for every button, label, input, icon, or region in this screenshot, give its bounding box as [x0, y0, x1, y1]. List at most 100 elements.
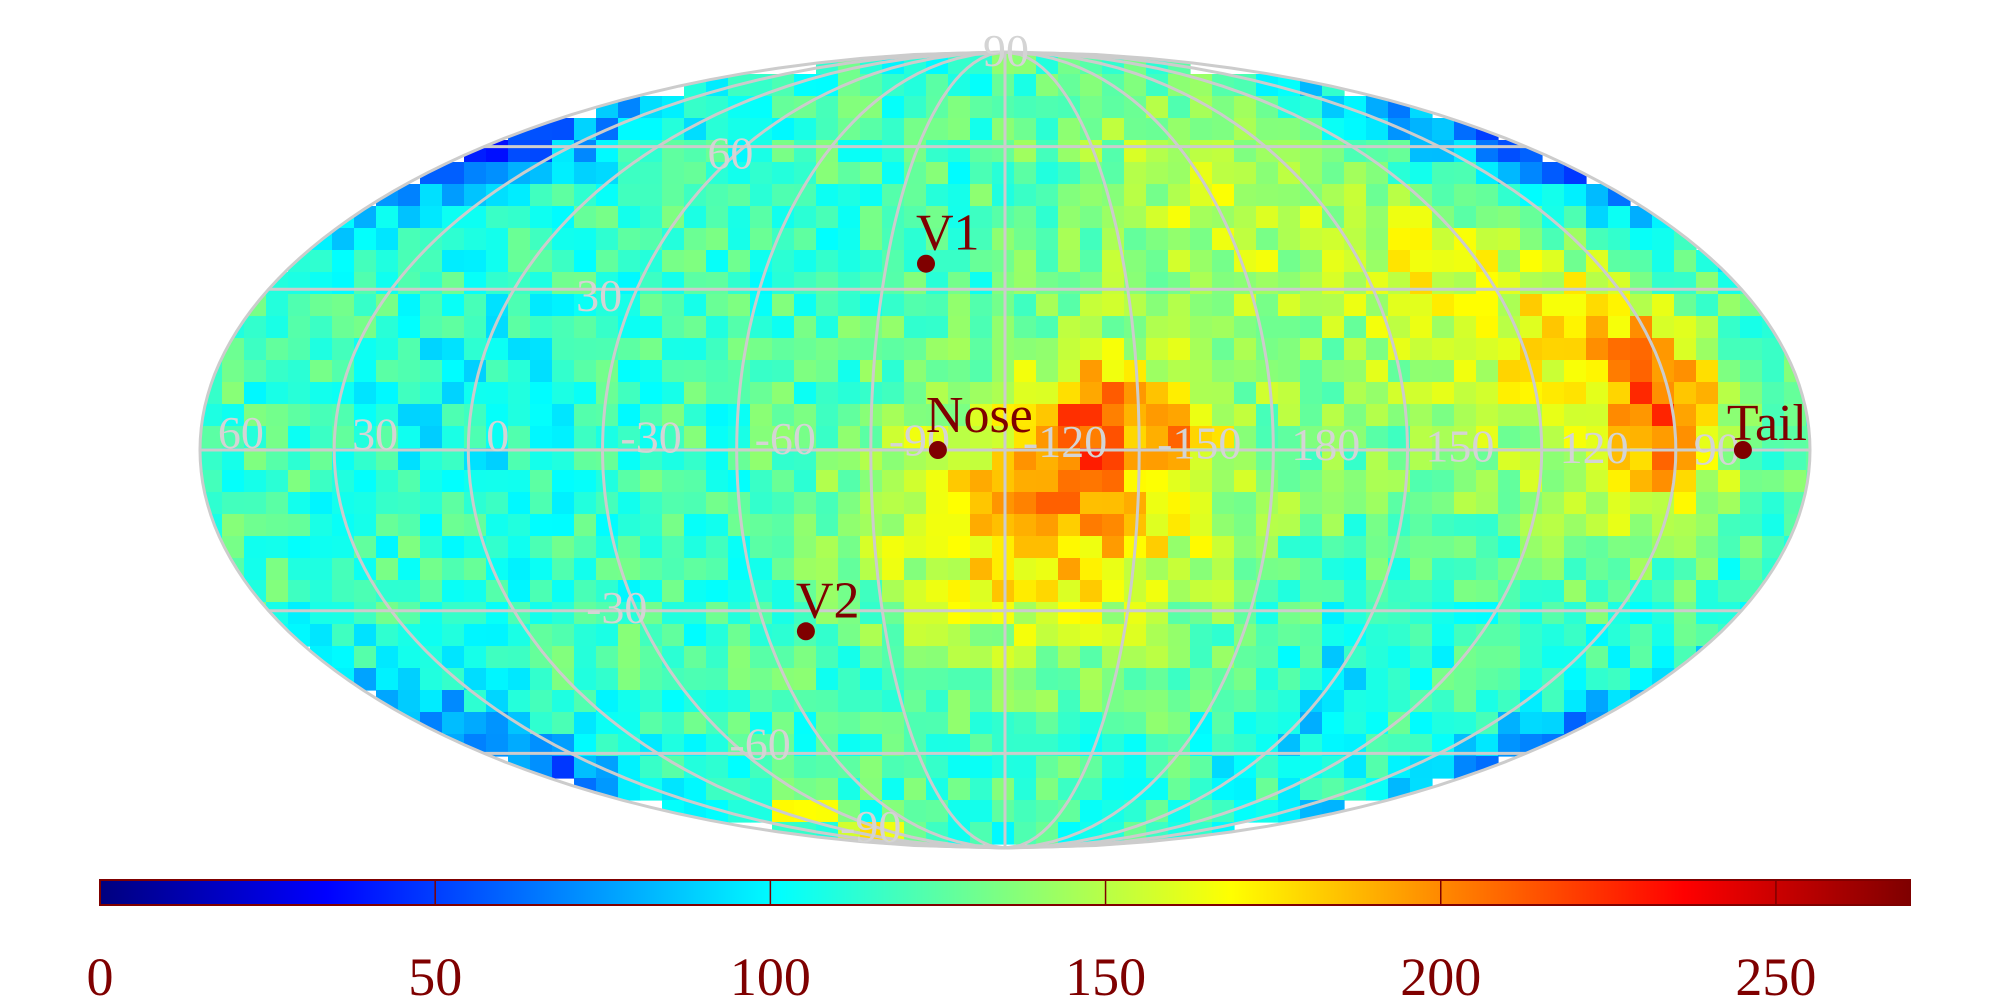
heat-cell	[1168, 162, 1191, 185]
heat-cell	[1212, 118, 1235, 141]
heat-cell	[706, 426, 729, 449]
heat-cell	[1608, 536, 1631, 559]
heat-cell	[838, 558, 861, 581]
heat-cell	[970, 492, 993, 515]
heat-cell	[662, 250, 685, 273]
heat-cell	[838, 492, 861, 515]
heat-cell	[640, 206, 663, 229]
heat-cell	[1432, 294, 1455, 317]
heat-cell	[772, 470, 795, 493]
heat-cell	[860, 734, 883, 757]
heat-cell	[1168, 426, 1191, 449]
heat-cell	[1630, 272, 1653, 295]
heat-cell	[750, 360, 773, 383]
heat-cell	[970, 228, 993, 251]
heat-cell	[618, 162, 641, 185]
heat-cell	[288, 470, 311, 493]
longitude-label: 180	[1291, 419, 1360, 470]
heat-cell	[1344, 624, 1367, 647]
heat-cell	[420, 404, 443, 427]
heat-cell	[1410, 470, 1433, 493]
heat-cell	[1454, 734, 1477, 757]
heat-cell	[354, 492, 377, 515]
heat-cell	[816, 184, 839, 207]
heat-cell	[1564, 514, 1587, 537]
heat-cell	[860, 272, 883, 295]
heat-cell	[1256, 294, 1279, 317]
heat-cell	[596, 404, 619, 427]
heat-cell	[728, 668, 751, 691]
heat-cell	[1124, 668, 1147, 691]
heat-cell	[684, 778, 707, 801]
heat-cell	[1498, 536, 1521, 559]
heat-cell	[706, 118, 729, 141]
heat-cell	[860, 206, 883, 229]
heat-cell	[1300, 426, 1323, 449]
heat-cell	[1322, 338, 1345, 361]
heat-cell	[948, 272, 971, 295]
heat-cell	[904, 690, 927, 713]
heat-cell	[662, 646, 685, 669]
heat-cell	[1036, 580, 1059, 603]
heat-cell	[794, 756, 817, 779]
heat-cell	[992, 646, 1015, 669]
heat-cell	[420, 426, 443, 449]
heat-cell	[794, 426, 817, 449]
heat-cell	[574, 228, 597, 251]
heat-cell	[1564, 338, 1587, 361]
heat-cell	[1190, 404, 1213, 427]
heat-cell	[1300, 602, 1323, 625]
meridian-line	[600, 50, 1006, 850]
heat-cell	[1146, 294, 1169, 317]
heat-cell	[332, 294, 355, 317]
heat-cell	[1102, 712, 1125, 735]
heat-cell	[750, 492, 773, 515]
heat-cell	[1718, 514, 1741, 537]
heat-cell	[266, 382, 289, 405]
heat-cell	[1696, 272, 1719, 295]
heat-cell	[1806, 448, 1810, 471]
heat-cell	[750, 668, 773, 691]
heat-cell	[1608, 316, 1631, 339]
heat-cell	[640, 294, 663, 317]
heat-cell	[398, 514, 421, 537]
heat-cell	[860, 250, 883, 273]
heat-cell	[1300, 294, 1323, 317]
heat-cell	[1718, 624, 1741, 647]
heat-cell	[728, 426, 751, 449]
heat-cell	[618, 426, 641, 449]
heat-cell	[1564, 668, 1587, 691]
heat-cell	[838, 470, 861, 493]
heat-cell	[1432, 470, 1455, 493]
heat-cell	[1014, 294, 1037, 317]
heat-cell	[1146, 536, 1169, 559]
heat-cell	[200, 492, 223, 515]
heat-cell	[420, 206, 443, 229]
heat-cell	[530, 514, 553, 537]
heat-cell	[1498, 426, 1521, 449]
heat-cell	[1058, 118, 1081, 141]
heat-cell	[1564, 492, 1587, 515]
heat-cell	[970, 624, 993, 647]
heat-cell	[420, 624, 443, 647]
heat-cell	[464, 184, 487, 207]
heat-cell	[1498, 338, 1521, 361]
heat-cell	[1586, 294, 1609, 317]
heat-cell	[1146, 602, 1169, 625]
heat-cell	[1388, 668, 1411, 691]
heat-cell	[1520, 470, 1543, 493]
heat-cell	[772, 360, 795, 383]
heat-cell	[1696, 360, 1719, 383]
meridian-line	[869, 50, 1006, 850]
heat-cell	[662, 624, 685, 647]
heat-cell	[970, 96, 993, 119]
heat-cell	[1476, 536, 1499, 559]
longitude-label: 150	[1425, 421, 1494, 472]
heat-cell	[1014, 206, 1037, 229]
heat-cell	[706, 338, 729, 361]
heat-cell	[200, 448, 223, 471]
heat-cell	[552, 382, 575, 405]
heat-cell	[1630, 250, 1653, 273]
heat-cell	[926, 646, 949, 669]
heat-cell	[1542, 162, 1565, 185]
